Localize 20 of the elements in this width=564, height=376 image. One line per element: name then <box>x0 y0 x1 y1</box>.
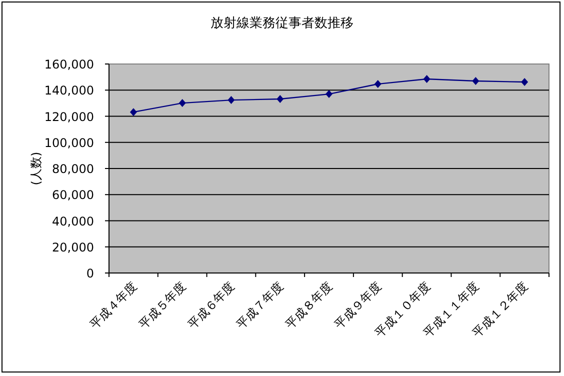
point <box>228 96 235 104</box>
point <box>276 95 284 104</box>
y-tick-label: 100,000 <box>44 136 94 150</box>
chart-title: 放射線業務従事者数推移 <box>210 16 354 31</box>
y-tick-label: 80,000 <box>52 162 94 176</box>
point <box>326 90 332 98</box>
y-tick-label: 160,000 <box>44 58 94 72</box>
y-tick-label: 120,000 <box>44 110 94 124</box>
point <box>374 80 382 88</box>
y-tick-label: 0 <box>86 266 94 280</box>
y-axis-title: (人数) <box>29 152 43 186</box>
point <box>423 75 430 84</box>
y-tick-label: 20,000 <box>52 240 94 254</box>
point <box>178 99 186 108</box>
y-tick-label: 60,000 <box>52 188 94 202</box>
y-tick-label: 140,000 <box>44 84 94 98</box>
point <box>521 78 528 86</box>
point <box>130 108 137 116</box>
point <box>472 76 480 85</box>
y-tick-label: 40,000 <box>52 214 94 228</box>
